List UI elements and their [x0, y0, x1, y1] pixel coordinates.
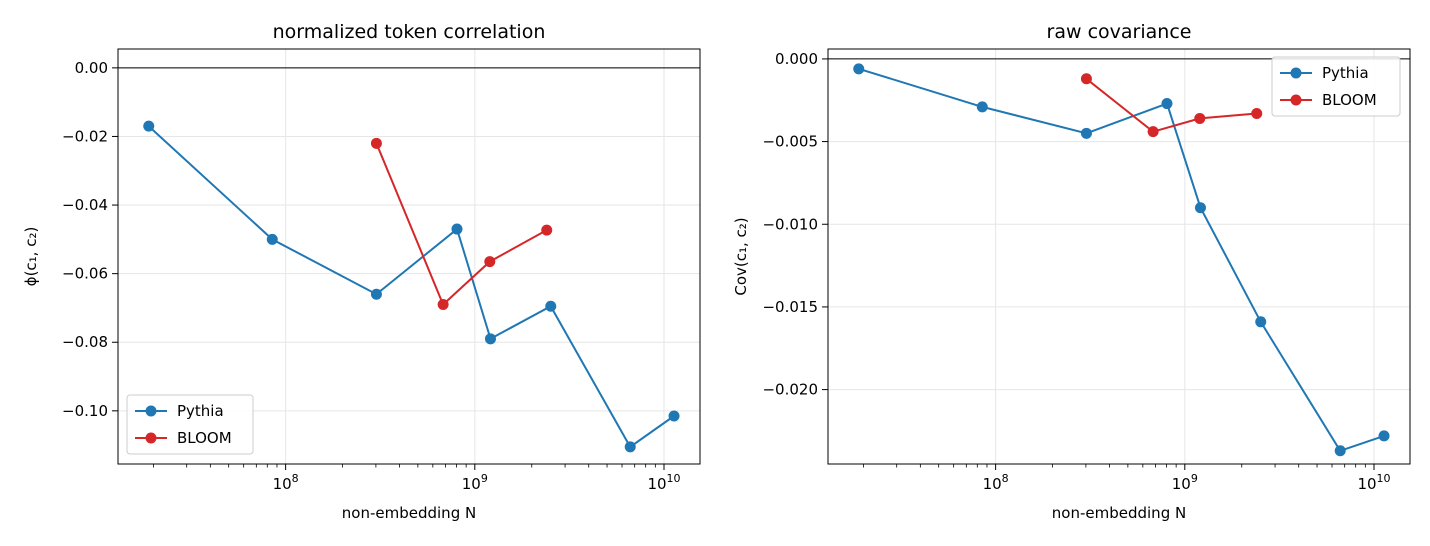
- series-group: [853, 63, 1390, 457]
- y-tick-label: −0.08: [62, 333, 108, 351]
- legend: Pythia BLOOM: [1271, 56, 1401, 117]
- legend-label-pythia: Pythia: [177, 402, 224, 420]
- chart-panel-1: 108 109 1010 0.00 −0.02 −0.04 −0.06 −0.08 −0.10 n…: [22, 21, 701, 522]
- plot-frame: [117, 48, 701, 465]
- data-point-bloom: [1147, 126, 1159, 138]
- data-point-pythia: [266, 233, 278, 245]
- data-point-pythia: [451, 223, 463, 235]
- y-axis-label: ϕ(c₁, c₂): [22, 227, 40, 287]
- data-point-bloom: [1080, 73, 1092, 85]
- legend-marker-pythia: [1290, 67, 1302, 79]
- data-point-pythia: [1161, 98, 1173, 110]
- data-point-pythia: [1080, 127, 1092, 139]
- x-tick-label: 1010: [647, 472, 680, 493]
- x-axis-label: non-embedding N: [342, 504, 476, 522]
- x-tick-label: 108: [273, 472, 299, 493]
- y-tick-label: −0.06: [62, 265, 108, 283]
- chart-panel-2: 108 109 1010 0.000 −0.005 −0.010 −0.015 −0.020 r…: [732, 21, 1411, 522]
- legend-marker-pythia: [145, 405, 157, 417]
- y-tick-label: 0.000: [775, 50, 818, 68]
- data-point-bloom: [370, 137, 382, 149]
- data-point-bloom: [1194, 112, 1206, 124]
- x-tick-label: 108: [983, 472, 1009, 493]
- data-point-bloom: [541, 224, 553, 236]
- y-tick-label: 0.00: [75, 59, 108, 77]
- chart-title: normalized token correlation: [273, 21, 546, 43]
- y-axis-label: Cov(c₁, c₂): [732, 217, 750, 295]
- y-tick-label: −0.020: [762, 381, 818, 399]
- data-point-pythia: [976, 101, 988, 113]
- series-line-pythia: [148, 125, 675, 449]
- y-tick-label: −0.10: [62, 402, 108, 420]
- data-point-bloom: [1251, 107, 1263, 119]
- series-line-bloom: [1085, 78, 1257, 133]
- plot-frame: [827, 48, 1411, 465]
- data-point-pythia: [143, 120, 155, 132]
- series-group: [143, 120, 680, 453]
- y-tick-label: −0.005: [762, 133, 818, 151]
- y-tick-label: −0.02: [62, 127, 108, 145]
- data-point-pythia: [1255, 316, 1267, 328]
- legend: Pythia BLOOM: [126, 394, 254, 455]
- data-point-pythia: [853, 63, 865, 75]
- data-point-pythia: [484, 333, 496, 345]
- data-point-pythia: [668, 410, 680, 422]
- data-point-pythia: [1194, 202, 1206, 214]
- data-point-pythia: [545, 300, 557, 312]
- x-tick-label: 1010: [1357, 472, 1390, 493]
- data-point-pythia: [370, 288, 382, 300]
- legend-marker-bloom: [1290, 94, 1302, 106]
- legend-label-pythia: Pythia: [1322, 64, 1369, 82]
- chart-title: raw covariance: [1047, 21, 1192, 43]
- data-point-pythia: [1378, 430, 1390, 442]
- data-point-bloom: [437, 299, 449, 311]
- y-tick-label: −0.04: [62, 196, 108, 214]
- legend-label-bloom: BLOOM: [1322, 91, 1377, 109]
- legend-label-bloom: BLOOM: [177, 429, 232, 447]
- y-tick-label: −0.010: [762, 215, 818, 233]
- legend-box: [126, 394, 254, 455]
- x-tick-label: 109: [462, 472, 488, 493]
- data-point-bloom: [484, 256, 496, 268]
- y-tick-label: −0.015: [762, 298, 818, 316]
- data-point-pythia: [1334, 445, 1346, 457]
- series-line-bloom: [375, 142, 548, 307]
- data-point-pythia: [624, 441, 636, 453]
- legend-box: [1271, 56, 1401, 117]
- x-axis-label: non-embedding N: [1052, 504, 1186, 522]
- x-tick-label: 109: [1172, 472, 1198, 493]
- series-line-pythia: [858, 67, 1385, 453]
- legend-marker-bloom: [145, 432, 157, 444]
